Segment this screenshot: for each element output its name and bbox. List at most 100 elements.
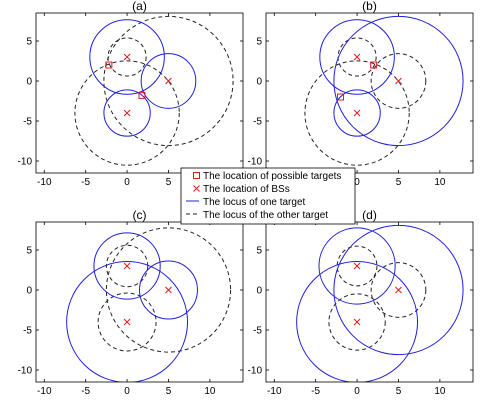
dashed-locus-circle: [304, 60, 410, 166]
plot-content: [296, 224, 464, 382]
y-tick-label: 0: [26, 286, 32, 297]
legend: The location of possible targets The loc…: [180, 167, 356, 225]
solid-locus-circle: [93, 232, 161, 300]
y-tick-label: 5: [26, 246, 32, 257]
y-tick-label: 5: [26, 37, 32, 48]
plot-content: [74, 15, 234, 166]
dashed-locus-circle: [370, 53, 427, 109]
solid-locus-circle: [89, 19, 165, 95]
axes-frame: [35, 221, 244, 383]
x-tick-label: -10: [37, 386, 52, 397]
subplot-d: (d) -10 -5 0 5 10 5 0 -5 -10: [248, 208, 474, 397]
subplot-c: (c) -10 -5 0 5 10 5 0 -5 -10: [18, 208, 244, 397]
plot-content: [66, 227, 232, 382]
x-tick-label: 0: [354, 177, 360, 188]
y-tick-label: -10: [18, 157, 33, 168]
dashed-locus-circle: [105, 244, 149, 288]
legend-label: The location of possible targets: [203, 171, 341, 182]
y-tick-label: -10: [248, 157, 263, 168]
axes-frame: [35, 12, 244, 174]
x-tick-label: 5: [166, 386, 172, 397]
y-tick-label: -5: [23, 326, 32, 337]
x-tick-label: 0: [354, 386, 360, 397]
y-tick-label: 0: [26, 77, 32, 88]
y-tick-label: 5: [256, 37, 262, 48]
bs-marker: [395, 77, 402, 85]
x-tick-label: -5: [81, 386, 90, 397]
x-tick-label: 0: [124, 386, 130, 397]
x-tick-label: 5: [166, 177, 172, 188]
x-tick-label: 10: [204, 386, 216, 397]
dashed-locus-circle: [370, 262, 427, 318]
x-tick-label: 10: [434, 386, 446, 397]
square-marker-icon: [193, 172, 200, 179]
subplot-title: (d): [362, 208, 377, 222]
dashed-locus-circle: [97, 292, 157, 352]
target-marker: [138, 91, 146, 99]
y-tick-label: -5: [23, 117, 32, 128]
bs-marker: [123, 53, 131, 61]
bs-marker: [353, 262, 361, 270]
subplot-title: (c): [133, 208, 147, 222]
x-tick-label: -10: [37, 177, 52, 188]
legend-label: The locus of one target: [203, 197, 306, 208]
bs-marker: [123, 262, 131, 270]
bs-marker: [395, 286, 402, 294]
legend-label: The location of BSs: [203, 184, 290, 195]
plot-content: [304, 15, 464, 166]
plot-area: [36, 222, 243, 382]
dashed-locus-circle: [74, 60, 180, 166]
solid-locus-circle: [333, 224, 464, 356]
dashed-locus-circle: [336, 245, 378, 287]
dashed-locus-circle: [105, 227, 232, 353]
y-tick-label: -10: [18, 366, 33, 377]
legend-entry-bss: The location of BSs: [193, 184, 290, 195]
solid-locus-circle: [139, 260, 198, 320]
x-tick-label: -5: [81, 177, 90, 188]
legend-entry-one-target: The locus of one target: [186, 197, 306, 208]
x-tick-label: -5: [311, 386, 320, 397]
solid-locus-circle: [333, 89, 381, 137]
solid-locus-circle: [140, 53, 197, 109]
bs-marker: [353, 318, 361, 326]
solid-locus-circle: [296, 261, 419, 382]
bs-marker: [353, 109, 361, 117]
target-marker: [105, 61, 113, 69]
y-tick-label: 5: [256, 246, 262, 257]
y-tick-label: -10: [248, 366, 263, 377]
bs-marker: [353, 53, 361, 61]
target-marker: [337, 93, 345, 101]
bs-marker: [165, 77, 172, 85]
bs-marker: [123, 109, 131, 117]
x-tick-label: -10: [267, 386, 282, 397]
solid-locus-circle: [103, 89, 151, 137]
legend-box: [180, 167, 356, 225]
x-tick-label: 0: [124, 177, 130, 188]
subplot-title: (b): [362, 0, 377, 13]
subplot-title: (a): [132, 0, 147, 13]
axes-frame: [265, 221, 474, 383]
axes-frame: [265, 12, 474, 174]
y-tick-label: 0: [256, 77, 262, 88]
dashed-locus-circle: [103, 15, 234, 147]
solid-locus-circle: [318, 227, 396, 305]
dashed-locus-circle: [328, 293, 386, 351]
x-marker-icon: [193, 185, 200, 192]
x-tick-label: 5: [396, 177, 402, 188]
y-tick-label: 0: [256, 286, 262, 297]
legend-entry-other-target: The locus of the other target: [186, 210, 328, 221]
x-tick-label: 5: [396, 386, 402, 397]
solid-locus-circle: [66, 261, 189, 382]
legend-label: The locus of the other target: [203, 210, 328, 221]
solid-locus-circle: [319, 19, 395, 95]
bs-marker: [165, 286, 172, 294]
x-tick-label: 10: [434, 177, 446, 188]
solid-locus-circle: [333, 15, 464, 147]
target-marker: [370, 61, 378, 69]
y-tick-label: -5: [253, 117, 262, 128]
bs-marker: [123, 318, 131, 326]
legend-entry-targets: The location of possible targets: [193, 171, 341, 182]
